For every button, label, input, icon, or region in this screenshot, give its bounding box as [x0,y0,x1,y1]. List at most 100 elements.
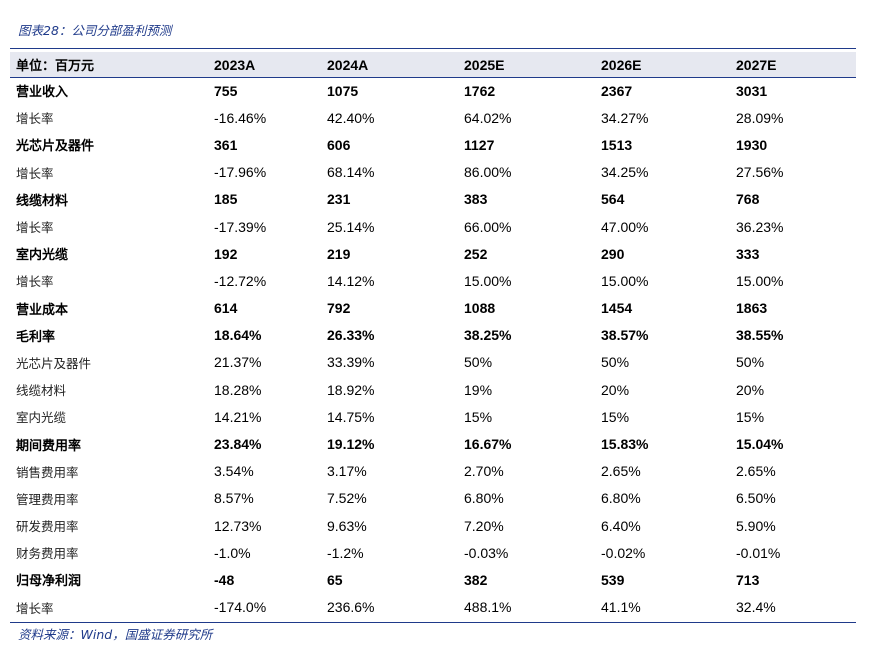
cell-value: 2.70% [464,463,504,480]
cell-value: 290 [601,245,625,262]
cell-value: 1513 [601,136,633,153]
table-row: 研发费用率 12.73% 9.63% 7.20% 6.40% 5.90% [10,512,856,539]
cell-value: 755 [214,82,238,99]
cell-value: 2.65% [601,463,641,480]
cell-value: 68.14% [327,164,375,181]
cell-value: 64.02% [464,109,512,126]
cell-value: 34.27% [601,109,649,126]
row-label: 室内光缆 [16,410,67,426]
cell-value: 23.84% [214,436,262,453]
cell-value: 3.54% [214,463,254,480]
cell-value: 564 [601,191,625,208]
cell-value: 25.14% [327,218,375,235]
cell-value: 1454 [601,300,633,317]
cell-value: -1.2% [327,544,364,561]
cell-value: 185 [214,191,238,208]
cell-value: 20% [736,381,765,398]
cell-value: 1075 [327,82,359,99]
cell-value: 713 [736,571,760,588]
cell-value: 14.21% [214,408,262,425]
table-row: 增长率 -174.0% 236.6% 488.1% 41.1% 32.4% [10,594,856,621]
cell-value: -17.39% [214,218,267,235]
row-label: 光芯片及器件 [16,139,95,155]
cell-value: 3031 [736,82,768,99]
cell-value: 361 [214,136,238,153]
cell-value: 42.40% [327,109,375,126]
cell-value: 7.52% [327,490,367,507]
cell-value: 19.12% [327,436,375,453]
row-label: 营业收入 [16,85,69,101]
row-label: 增长率 [16,165,54,181]
cell-value: 539 [601,571,625,588]
row-label: 研发费用率 [16,519,79,535]
table-row: 归母净利润 -48 65 382 539 713 [10,566,856,593]
row-label: 财务费用率 [16,546,79,562]
header-year: 2024A [327,56,369,73]
cell-value: -17.96% [214,164,267,181]
header-year: 2027E [736,56,777,73]
cell-value: 50% [464,354,493,371]
cell-value: 15.04% [736,436,784,453]
row-label: 管理费用率 [16,491,79,507]
cell-value: 192 [214,245,238,262]
cell-value: 38.25% [464,327,512,344]
table-row: 增长率 -17.96% 68.14% 86.00% 34.25% 27.56% [10,159,856,186]
cell-value: 36.23% [736,218,784,235]
cell-value: -174.0% [214,599,267,616]
table-row: 期间费用率 23.84% 19.12% 16.67% 15.83% 15.04% [10,430,856,457]
cell-value: 488.1% [464,599,512,616]
cell-value: 9.63% [327,517,367,534]
row-label: 期间费用率 [16,438,82,454]
cell-value: -1.0% [214,544,251,561]
cell-value: 50% [601,354,630,371]
cell-value: 382 [464,571,488,588]
cell-value: -16.46% [214,109,267,126]
cell-value: 65 [327,571,343,588]
cell-value: -0.01% [736,544,781,561]
cell-value: 34.25% [601,164,649,181]
bottom-rule [10,622,856,623]
cell-value: 2.65% [736,463,776,480]
table-row: 增长率 -17.39% 25.14% 66.00% 47.00% 36.23% [10,213,856,240]
cell-value: 1863 [736,300,768,317]
cell-value: -48 [214,571,235,588]
cell-value: 383 [464,191,488,208]
cell-value: 27.56% [736,164,784,181]
cell-value: 66.00% [464,218,512,235]
cell-value: 6.80% [464,490,504,507]
cell-value: 47.00% [601,218,649,235]
row-label: 销售费用率 [16,464,79,480]
header-year: 2023A [214,56,256,73]
cell-value: -12.72% [214,272,267,289]
cell-value: 18.92% [327,381,375,398]
cell-value: 19% [464,381,493,398]
table-row: 室内光缆 14.21% 14.75% 15% 15% 15% [10,403,856,430]
cell-value: 18.28% [214,381,262,398]
table-row: 光芯片及器件 21.37% 33.39% 50% 50% 50% [10,349,856,376]
cell-value: 7.20% [464,517,504,534]
cell-value: 219 [327,245,351,262]
cell-value: 792 [327,300,351,317]
cell-value: 15.83% [601,436,649,453]
source-note: 资料来源：Wind，国盛证券研究所 [18,627,213,642]
cell-value: 1127 [464,136,495,153]
cell-value: 606 [327,136,351,153]
cell-value: 16.67% [464,436,512,453]
cell-value: 768 [736,191,760,208]
row-label: 室内光缆 [16,248,69,264]
row-label: 营业成本 [16,302,69,318]
table-row: 光芯片及器件 361 606 1127 1513 1930 [10,131,856,158]
row-label: 增长率 [16,600,54,616]
cell-value: 32.4% [736,599,776,616]
cell-value: 26.33% [327,327,375,344]
cell-value: 15.00% [736,272,784,289]
cell-value: 41.1% [601,599,641,616]
row-label: 归母净利润 [16,574,82,590]
cell-value: 614 [214,300,238,317]
cell-value: 5.90% [736,517,776,534]
cell-value: 38.57% [601,327,649,344]
cell-value: 8.57% [214,490,254,507]
header-year: 2025E [464,56,505,73]
table-row: 营业收入 755 1075 1762 2367 3031 [10,77,856,104]
table-row: 销售费用率 3.54% 3.17% 2.70% 2.65% 2.65% [10,458,856,485]
